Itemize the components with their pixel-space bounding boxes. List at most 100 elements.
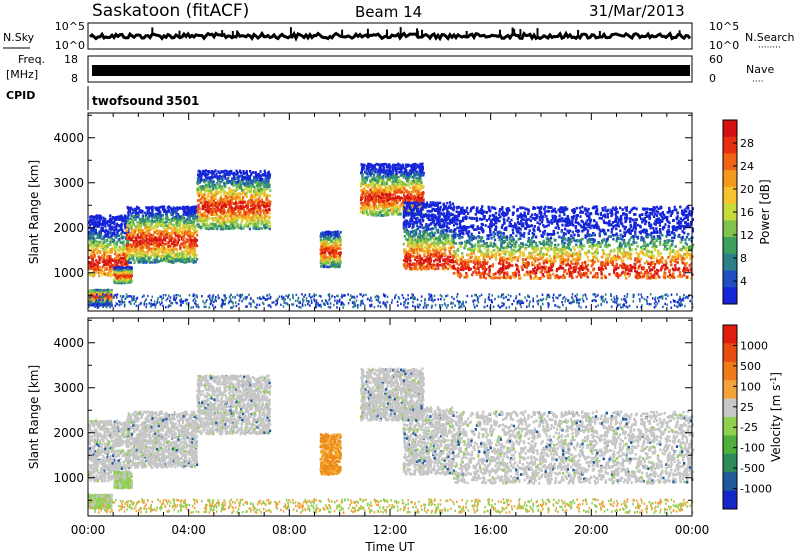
data-cell: [197, 208, 199, 211]
data-cell: [100, 234, 102, 237]
data-cell: [262, 173, 264, 176]
data-cell: [113, 229, 115, 232]
data-cell: [158, 232, 160, 235]
data-cell: [90, 262, 92, 265]
data-cell: [172, 243, 174, 246]
data-cell: [380, 180, 382, 183]
data-cell: [416, 170, 418, 173]
data-cell: [109, 243, 111, 246]
data-cell: [267, 199, 269, 202]
data-cell: [333, 255, 335, 258]
data-cell: [378, 191, 380, 194]
data-cell: [267, 221, 269, 224]
data-cell: [248, 178, 250, 181]
data-cell: [364, 205, 366, 208]
data-cell: [157, 213, 159, 216]
data-cell: [403, 187, 405, 190]
data-cell: [371, 214, 373, 217]
data-cell: [110, 269, 112, 272]
data-cell: [206, 209, 208, 212]
data-cell: [154, 261, 156, 264]
data-cell: [208, 199, 210, 202]
data-cell: [398, 213, 400, 216]
data-cell: [197, 192, 199, 195]
data-cell: [121, 230, 123, 233]
data-cell: [132, 229, 134, 232]
data-cell: [128, 254, 130, 257]
data-cell: [387, 209, 389, 212]
data-cell: [201, 197, 203, 200]
data-cell: [107, 220, 109, 223]
data-cell: [166, 221, 168, 224]
data-cell: [213, 218, 215, 221]
data-cell: [261, 218, 263, 221]
data-cell: [224, 192, 226, 195]
data-cell: [324, 248, 326, 251]
data-cell: [234, 193, 236, 196]
data-cell: [373, 197, 375, 200]
data-cell: [114, 218, 116, 221]
data-cell: [254, 205, 256, 208]
data-cell: [242, 196, 244, 199]
data-cell: [188, 260, 190, 263]
data-cell: [122, 254, 124, 257]
data-cell: [248, 215, 250, 218]
data-cell: [252, 204, 254, 207]
data-cell: [390, 172, 392, 175]
data-cell: [254, 226, 256, 229]
data-cell: [89, 224, 91, 227]
data-cell: [151, 223, 153, 226]
data-cell: [90, 266, 92, 269]
data-cell: [163, 235, 165, 238]
data-cell: [327, 231, 329, 234]
data-cell: [239, 210, 241, 213]
data-cell: [421, 166, 423, 169]
data-cell: [88, 261, 90, 264]
data-cell: [149, 207, 151, 210]
data-cell: [147, 238, 149, 241]
data-cell: [376, 177, 378, 180]
data-cell: [391, 167, 393, 170]
data-cell: [125, 262, 127, 265]
data-cell: [223, 210, 225, 213]
data-cell: [111, 226, 113, 229]
data-cell: [336, 241, 338, 244]
data-cell: [192, 228, 194, 231]
data-cell: [160, 233, 162, 236]
data-cell: [156, 260, 158, 263]
data-cell: [212, 187, 214, 190]
data-cell: [327, 259, 329, 262]
data-cell: [362, 167, 364, 170]
data-cell: [107, 244, 109, 247]
data-cell: [336, 245, 338, 248]
data-cell: [367, 191, 369, 194]
freq-label: Freq.: [18, 53, 45, 66]
data-cell: [168, 241, 170, 244]
data-cell: [208, 217, 210, 220]
data-cell: [333, 239, 335, 242]
data-cell: [335, 260, 337, 263]
data-cell: [171, 237, 173, 240]
data-cell: [134, 225, 136, 228]
data-cell: [105, 259, 107, 262]
data-cell: [95, 231, 97, 234]
data-cell: [242, 172, 244, 175]
data-cell: [235, 197, 237, 200]
data-cell: [418, 194, 420, 197]
data-cell: [387, 212, 389, 215]
data-cell: [148, 257, 150, 260]
data-cell: [96, 252, 98, 255]
data-cell: [421, 174, 423, 177]
data-cell: [176, 229, 178, 232]
data-cell: [169, 245, 171, 248]
data-cell: [149, 212, 151, 215]
data-cell: [247, 217, 249, 220]
data-cell: [365, 190, 367, 193]
data-cell: [264, 170, 266, 173]
data-cell: [370, 174, 372, 177]
data-cell: [385, 194, 387, 197]
data-cell: [151, 219, 153, 222]
data-cell: [131, 245, 133, 248]
data-cell: [398, 190, 400, 193]
data-cell: [152, 242, 154, 245]
